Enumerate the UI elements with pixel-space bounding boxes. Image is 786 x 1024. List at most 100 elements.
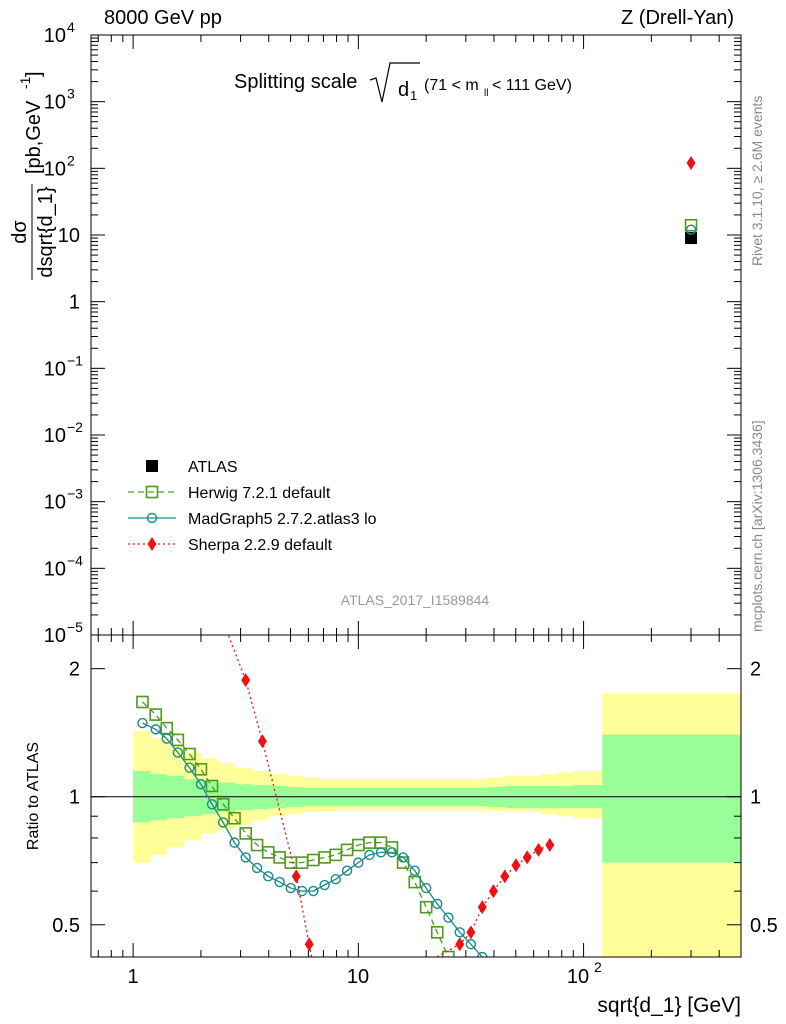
ratio-line-madgraph5-2-7-2-atlas3-lo bbox=[142, 722, 483, 957]
ratio-point-madgraph5-2-7-2-atlas3-lo bbox=[296, 885, 308, 897]
svg-text:d: d bbox=[398, 79, 409, 101]
uncertainty-band-inner bbox=[602, 734, 741, 863]
ratio-point-madgraph5-2-7-2-atlas3-lo bbox=[263, 871, 274, 882]
ratio-point-sherpa-2-2-9-default bbox=[534, 842, 544, 857]
ratio-point-madgraph5-2-7-2-atlas3-lo bbox=[364, 849, 375, 861]
header-right: Z (Drell-Yan) bbox=[621, 7, 734, 29]
svg-text:ll: ll bbox=[484, 88, 488, 99]
y-tick-label-ratio-right: 1 bbox=[750, 787, 761, 809]
y-tick-label-main-exponent: −1 bbox=[67, 352, 83, 368]
ratio-point-herwig-7-2-1-default bbox=[318, 851, 331, 864]
svg-text:dσ: dσ bbox=[9, 220, 31, 244]
ratio-point-madgraph5-2-7-2-atlas3-lo bbox=[251, 862, 263, 874]
ratio-point-sherpa-2-2-9-default bbox=[488, 884, 498, 899]
ratio-point-herwig-7-2-1-default bbox=[239, 827, 252, 840]
ratio-point-sherpa-2-2-9-default bbox=[208, 587, 217, 601]
ratio-point-madgraph5-2-7-2-atlas3-lo bbox=[184, 762, 195, 773]
ratio-point-madgraph5-2-7-2-atlas3-lo bbox=[217, 817, 229, 828]
ratio-point-herwig-7-2-1-default bbox=[430, 926, 444, 939]
axis-ticks bbox=[91, 34, 742, 957]
ratio-point-sherpa-2-2-9-default bbox=[319, 1012, 328, 1024]
data-point-atlas bbox=[685, 232, 698, 245]
legend-label-herwig-7-2-1-default: Herwig 7.2.1 default bbox=[188, 485, 331, 502]
ratio-plot-frame bbox=[90, 634, 742, 958]
y-tick-label-ratio: 0.5 bbox=[52, 915, 80, 937]
y-tick-label-main-exponent: 4 bbox=[67, 19, 75, 35]
ratio-point-madgraph5-2-7-2-atlas3-lo bbox=[308, 885, 319, 897]
ratio-point-madgraph5-2-7-2-atlas3-lo bbox=[195, 779, 207, 790]
ratio-point-herwig-7-2-1-default bbox=[216, 797, 230, 811]
x-tick-label-1: 1 bbox=[127, 966, 138, 988]
mcplots-label: mcplots.cern.ch [arXiv:1306.3436] bbox=[749, 420, 765, 632]
data-point-herwig-7-2-1-default bbox=[684, 218, 698, 232]
svg-text:1: 1 bbox=[410, 88, 417, 103]
legend-marker-sherpa-2-2-9-default bbox=[147, 537, 157, 551]
y-tick-label-main-exponent: 3 bbox=[67, 86, 75, 102]
ratio-point-herwig-7-2-1-default bbox=[273, 851, 286, 864]
data-point-madgraph5-2-7-2-atlas3-lo bbox=[685, 224, 697, 235]
uncertainty-band-inner bbox=[150, 774, 168, 821]
ratio-point-herwig-7-2-1-default bbox=[149, 708, 163, 721]
y-tick-label-main: 10 bbox=[44, 25, 66, 47]
y-tick-label-main: 1 bbox=[69, 292, 80, 314]
y-tick-label-main-exponent: −4 bbox=[67, 552, 83, 568]
x-tick-label-100: 10 bbox=[567, 966, 589, 988]
y-tick-label-main: 10 bbox=[44, 92, 66, 114]
y-tick-label-ratio: 2 bbox=[69, 659, 80, 681]
y-tick-label-main-exponent: −3 bbox=[67, 486, 83, 502]
ratio-point-herwig-7-2-1-default bbox=[419, 900, 433, 914]
ratio-point-madgraph5-2-7-2-atlas3-lo bbox=[397, 852, 409, 863]
svg-text:dsqrt{d_1}: dsqrt{d_1} bbox=[35, 186, 57, 278]
y-tick-label-ratio-right: 2 bbox=[750, 659, 761, 681]
ratio-point-madgraph5-2-7-2-atlas3-lo bbox=[353, 857, 364, 868]
y-axis-label-main: dσ dsqrt{d_1} [pb,GeV -1 ] bbox=[9, 71, 57, 280]
y-tick-label-ratio: 1 bbox=[69, 787, 80, 809]
data-point-sherpa-2-2-9-default bbox=[686, 156, 696, 171]
ratio-point-sherpa-2-2-9-default bbox=[257, 734, 267, 749]
ratio-point-madgraph5-2-7-2-atlas3-lo bbox=[341, 865, 353, 876]
ratio-point-madgraph5-2-7-2-atlas3-lo bbox=[432, 898, 443, 910]
header-left: 8000 GeV pp bbox=[104, 7, 222, 29]
ratio-point-madgraph5-2-7-2-atlas3-lo bbox=[229, 837, 240, 848]
ratio-point-herwig-7-2-1-default bbox=[250, 838, 264, 852]
y-tick-label-main: 10 bbox=[44, 558, 66, 580]
ratio-point-madgraph5-2-7-2-atlas3-lo bbox=[285, 882, 296, 894]
legend-label-madgraph5-2-7-2-atlas3-lo: MadGraph5 2.7.2.atlas3 lo bbox=[188, 511, 377, 528]
ratio-point-madgraph5-2-7-2-atlas3-lo bbox=[206, 799, 218, 810]
legend-label-sherpa-2-2-9-default: Sherpa 2.2.9 default bbox=[188, 537, 333, 554]
y-tick-label-main: 10 bbox=[44, 358, 66, 380]
ratio-point-madgraph5-2-7-2-atlas3-lo bbox=[330, 873, 341, 885]
svg-text:(71 < m: (71 < m bbox=[424, 77, 479, 94]
ratio-point-sherpa-2-2-9-default bbox=[545, 838, 555, 853]
ratio-point-madgraph5-2-7-2-atlas3-lo bbox=[477, 951, 488, 957]
ratio-point-herwig-7-2-1-default bbox=[442, 950, 455, 957]
legend-marker-madgraph5-2-7-2-atlas3-lo bbox=[146, 512, 158, 524]
ratio-point-herwig-7-2-1-default bbox=[171, 733, 185, 747]
ratio-point-sherpa-2-2-9-default bbox=[500, 869, 510, 884]
ratio-point-madgraph5-2-7-2-atlas3-lo bbox=[409, 865, 420, 876]
y-tick-label-main-exponent: 2 bbox=[67, 152, 75, 168]
x-axis-label: sqrt{d_1} [GeV] bbox=[597, 994, 741, 1017]
uncertainty-band-inner bbox=[200, 780, 219, 815]
watermark: ATLAS_2017_I1589844 bbox=[341, 592, 490, 608]
ratio-point-herwig-7-2-1-default bbox=[228, 811, 241, 825]
ratio-point-madgraph5-2-7-2-atlas3-lo bbox=[240, 852, 251, 863]
svg-text:[pb,GeV: [pb,GeV bbox=[23, 100, 45, 174]
ratio-point-sherpa-2-2-9-default bbox=[511, 858, 521, 873]
ratio-point-sherpa-2-2-9-default bbox=[455, 937, 465, 952]
y-tick-label-main: 10 bbox=[44, 425, 66, 447]
legend-label-atlas: ATLAS bbox=[188, 459, 238, 476]
uncertainty-band-inner bbox=[183, 779, 202, 817]
y-tick-label-main: 10 bbox=[44, 492, 66, 514]
rivet-label: Rivet 3.1.10, ≥ 2.6M events bbox=[749, 96, 765, 266]
ratio-point-madgraph5-2-7-2-atlas3-lo bbox=[319, 879, 330, 891]
ratio-bands bbox=[133, 693, 741, 957]
y-tick-label-main: 10 bbox=[44, 158, 66, 180]
ratio-point-madgraph5-2-7-2-atlas3-lo bbox=[274, 876, 285, 888]
svg-text:-1: -1 bbox=[17, 76, 33, 89]
ratio-point-madgraph5-2-7-2-atlas3-lo bbox=[443, 912, 454, 923]
ratio-point-madgraph5-2-7-2-atlas3-lo bbox=[150, 724, 161, 735]
ratio-point-madgraph5-2-7-2-atlas3-lo bbox=[172, 747, 184, 758]
